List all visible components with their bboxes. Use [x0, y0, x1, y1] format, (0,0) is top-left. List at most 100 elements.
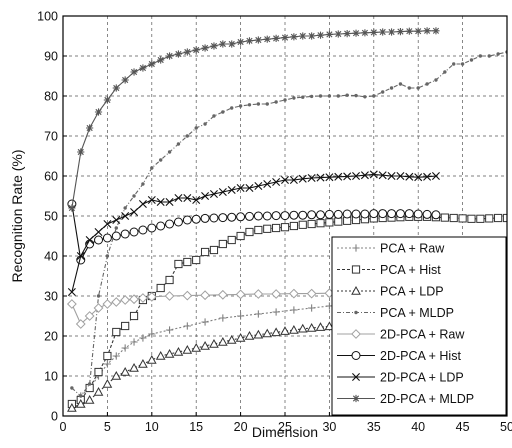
y-tick-label: 30 — [44, 290, 58, 304]
data-point — [111, 370, 122, 380]
legend-label: 2D-PCA + LDP — [380, 371, 464, 385]
legend-item: 2D-PCA + Raw — [337, 328, 465, 342]
legend-label: PCA + Hist — [380, 263, 441, 277]
data-point — [194, 126, 198, 130]
legend-label: PCA + LDP — [380, 285, 444, 299]
data-point — [217, 289, 228, 300]
legend-label: 2D-PCA + MLDP — [380, 392, 474, 406]
data-point — [316, 173, 325, 182]
data-point — [167, 150, 172, 154]
legend-marker — [354, 310, 358, 315]
data-point — [271, 211, 281, 221]
data-point — [237, 38, 245, 46]
data-point — [308, 304, 316, 312]
data-point — [120, 366, 131, 376]
data-point — [414, 27, 422, 35]
data-point — [201, 44, 209, 52]
data-point — [387, 172, 396, 180]
data-point — [147, 196, 156, 204]
data-point — [121, 212, 130, 220]
data-point — [253, 289, 264, 299]
data-point — [478, 54, 483, 58]
data-point — [254, 182, 263, 190]
data-point — [148, 330, 156, 338]
y-tick-label: 100 — [37, 10, 58, 24]
data-point — [112, 352, 120, 360]
data-point — [306, 322, 317, 332]
data-point — [102, 299, 113, 309]
data-point — [422, 209, 432, 219]
data-point — [414, 173, 423, 182]
data-point — [236, 231, 245, 241]
data-point — [192, 46, 200, 54]
data-point — [228, 40, 236, 48]
data-point — [138, 225, 148, 235]
data-point — [301, 95, 305, 99]
data-point — [351, 209, 361, 219]
data-point — [150, 166, 154, 170]
data-point — [352, 172, 361, 180]
data-point — [129, 311, 139, 321]
data-point — [272, 308, 280, 316]
data-point — [146, 291, 157, 302]
data-point — [262, 211, 272, 221]
data-point — [174, 50, 183, 58]
data-point — [182, 344, 193, 354]
data-point — [413, 209, 423, 219]
data-point — [79, 394, 83, 398]
legend-item: PCA + Hist — [337, 263, 441, 277]
data-point — [263, 180, 272, 188]
data-point — [485, 214, 494, 223]
legend-item: PCA + MLDP — [337, 306, 454, 320]
data-point — [272, 178, 281, 186]
data-point — [235, 289, 246, 300]
data-point — [487, 54, 491, 58]
data-point — [289, 210, 299, 220]
x-tick-label: 40 — [411, 420, 425, 434]
data-point — [396, 28, 405, 36]
legend-label: PCA + Raw — [380, 242, 445, 256]
data-point — [307, 174, 316, 182]
data-point — [212, 114, 216, 118]
data-point — [423, 27, 431, 35]
data-point — [432, 27, 440, 35]
data-point — [130, 208, 139, 216]
data-point — [94, 108, 103, 116]
data-point — [298, 174, 307, 183]
y-axis-label: Recognition Rate (%) — [9, 149, 25, 282]
data-point — [378, 209, 388, 219]
data-point — [263, 35, 271, 43]
data-point — [281, 176, 289, 184]
data-point — [93, 386, 104, 396]
data-point — [290, 306, 298, 314]
data-point — [218, 213, 228, 223]
data-point — [103, 220, 112, 228]
data-point — [138, 200, 147, 208]
data-point — [469, 58, 474, 62]
data-point — [227, 235, 236, 245]
data-point — [245, 227, 254, 237]
data-point — [86, 124, 94, 132]
data-point — [378, 171, 387, 180]
data-point — [227, 186, 236, 194]
data-point — [253, 329, 264, 339]
data-point — [192, 255, 201, 265]
data-point — [274, 100, 278, 104]
x-tick-label: 50 — [500, 420, 512, 434]
legend-marker — [351, 265, 361, 274]
data-point — [209, 190, 218, 198]
x-tick-label: 5 — [104, 420, 111, 434]
data-point — [360, 209, 370, 219]
data-point — [256, 102, 261, 106]
data-point — [292, 96, 296, 100]
data-point — [183, 194, 192, 202]
data-point — [176, 142, 181, 146]
data-point — [173, 217, 183, 227]
data-point — [148, 60, 156, 68]
data-point — [343, 172, 352, 181]
data-point — [157, 56, 165, 64]
data-point — [209, 213, 219, 223]
data-point — [139, 64, 147, 72]
data-point — [458, 214, 467, 223]
data-point — [345, 93, 349, 97]
